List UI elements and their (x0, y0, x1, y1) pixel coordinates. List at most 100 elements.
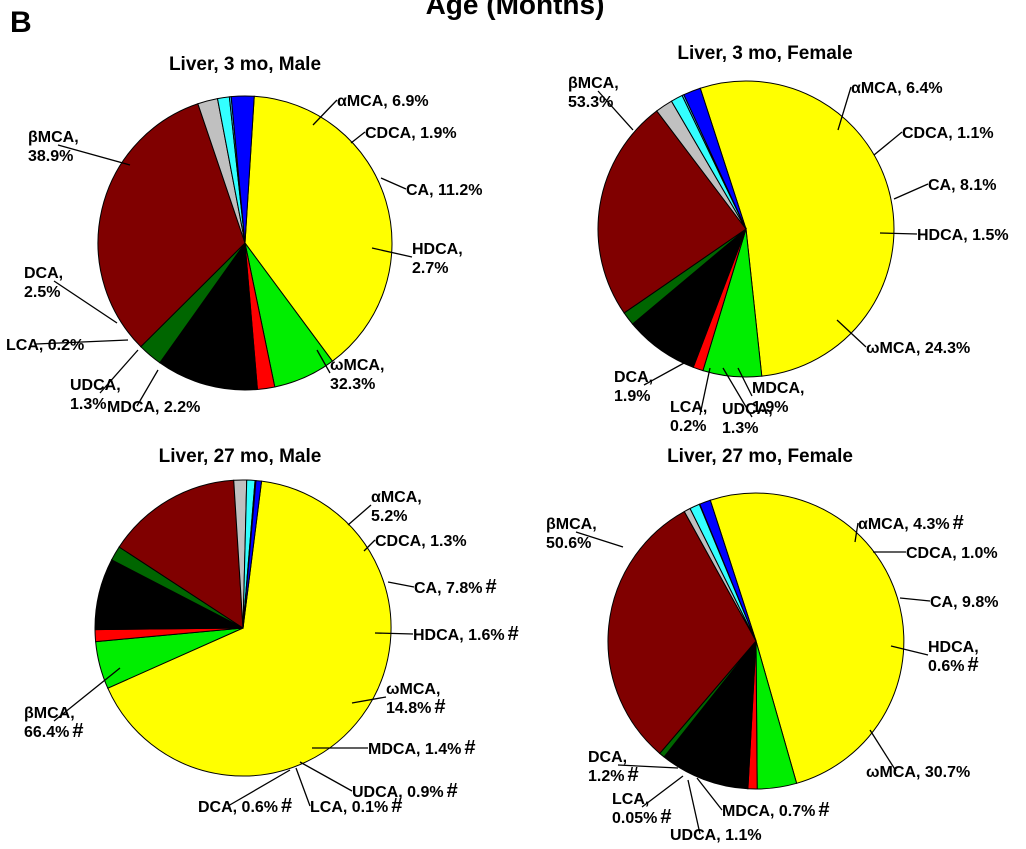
pie-slice-omegamca (597, 110, 747, 314)
slice-label-omegamca: ωMCA, 30.7% (866, 764, 970, 781)
slice-label-line: DCA, (24, 265, 63, 282)
slice-label-mdca: MDCA, 0.7% # (722, 799, 829, 821)
slice-label-mdca: MDCA, 1.9% (752, 380, 804, 416)
slice-label-line: MDCA, 1.4% # (368, 737, 475, 759)
leader-line-betamca (597, 90, 634, 131)
significance-mark: # (660, 806, 671, 828)
slice-label-dca: DCA, 1.2% # (588, 749, 639, 786)
slice-label-mdca: MDCA, 1.4% # (368, 737, 475, 759)
leader-line-dca (53, 280, 118, 324)
slice-label-line: 1.9% (752, 399, 788, 416)
leader-line-omegamca (869, 729, 897, 772)
slice-label-line: LCA, 0.1% # (310, 795, 402, 817)
slice-label-line: 2.5% (24, 284, 60, 301)
leader-line-dca (617, 764, 679, 769)
pie-slice-betamca (699, 80, 895, 377)
slice-label-alphamca: αMCA, 5.2% (371, 489, 422, 525)
leader-line-ca (893, 183, 929, 200)
leader-line-alphamca (854, 522, 859, 543)
slice-label-udca: UDCA, 1.3% (722, 401, 773, 437)
leader-line-hdca (879, 232, 918, 235)
pie-slice-omegamca (97, 103, 246, 348)
slice-label-lca: LCA, 0.1% # (310, 795, 402, 817)
leader-line-hdca (890, 645, 929, 656)
significance-mark: # (434, 696, 445, 718)
slice-label-line: CDCA, 1.0% (906, 545, 998, 562)
leader-line-alphamca (312, 99, 338, 126)
slice-label-line: αMCA, 6.9% (337, 93, 429, 110)
slice-label-betamca: βMCA, 66.4% # (24, 705, 84, 742)
leader-line-ca (899, 597, 931, 602)
slice-label-line: CA, 8.1% (928, 177, 996, 194)
slice-label-udca: UDCA, 1.1% (670, 827, 762, 844)
slice-label-line: MDCA, 0.7% # (722, 799, 829, 821)
slice-label-line: 66.4% # (24, 720, 84, 742)
slice-label-mdca: MDCA, 2.2% (107, 399, 200, 416)
leader-line-betamca (53, 667, 121, 722)
significance-mark: # (818, 799, 829, 821)
leader-line-lca (35, 339, 129, 345)
significance-mark: # (508, 623, 519, 645)
slice-label-cdca: CDCA, 1.1% (902, 125, 994, 142)
significance-mark: # (391, 795, 402, 817)
pie-slice-betamca (709, 492, 905, 784)
slice-label-line: CDCA, 1.3% (375, 533, 467, 550)
leader-line-lca (295, 767, 311, 807)
slice-label-line: 0.6% # (928, 654, 979, 676)
slice-label-line: 1.3% (722, 420, 758, 437)
pie-slice-dca (699, 499, 757, 642)
leader-line-omegamca (351, 696, 387, 704)
slice-label-line: 1.9% (614, 388, 650, 405)
slice-label-betamca: βMCA, 38.9% (28, 129, 79, 165)
slice-label-line: 2.7% (412, 260, 448, 277)
slice-label-line: ωMCA, (386, 681, 440, 698)
leader-line-mdca (696, 777, 723, 811)
pie-slice-ca (159, 241, 258, 391)
leader-line-udca (722, 367, 753, 418)
significance-mark: # (72, 720, 83, 742)
slice-label-line: βMCA, (568, 75, 619, 92)
leader-line-mdca (737, 367, 753, 397)
significance-mark: # (447, 780, 458, 802)
slice-label-cdca: CDCA, 1.3% (375, 533, 467, 550)
pie-slice-betamca (107, 480, 392, 777)
leader-line-cdca (873, 131, 903, 156)
slice-label-line: HDCA, 1.5% (917, 227, 1009, 244)
slice-label-line: αMCA, 4.3% # (858, 512, 964, 534)
slice-label-line: ωMCA, 30.7% (866, 764, 970, 781)
chart-title-27mo-female: Liver, 27 mo, Female (667, 446, 853, 467)
slice-label-line: MDCA, 2.2% (107, 399, 200, 416)
slice-label-hdca: HDCA, 0.6% # (928, 639, 979, 676)
slice-label-line: CDCA, 1.1% (902, 125, 994, 142)
slice-label-hdca: HDCA, 1.5% (917, 227, 1009, 244)
pie-27mo-male: βMCA, 66.4% # αMCA, 5.2% CDCA, 1.3% CA, 7.8% # H… (24, 479, 519, 817)
leader-line-betamca (57, 144, 131, 166)
slice-label-line: 38.9% (28, 148, 73, 165)
slice-label-line: DCA, (614, 369, 653, 386)
leader-line-betamca (575, 531, 624, 548)
slice-label-line: CA, 9.8% (930, 594, 998, 611)
slice-label-line: ωMCA, 24.3% (866, 340, 970, 357)
panel-letter: B (10, 6, 32, 39)
leader-line-cdca (363, 539, 376, 552)
chart-title-3mo-female: Liver, 3 mo, Female (677, 43, 852, 64)
slice-label-alphamca: αMCA, 4.3% # (858, 512, 964, 534)
slice-label-line: LCA, (612, 791, 649, 808)
chart-title-27mo-male: Liver, 27 mo, Male (159, 446, 322, 467)
significance-mark: # (281, 795, 292, 817)
slice-label-dca: DCA, 2.5% (24, 265, 63, 301)
slice-label-line: 1.2% # (588, 764, 639, 786)
leader-line-ca (387, 581, 415, 588)
slice-label-ca: CA, 7.8% # (414, 576, 497, 598)
slice-label-betamca: βMCA, 53.3% (568, 75, 619, 111)
slice-label-lca: LCA, 0.2% (670, 399, 707, 435)
slice-label-line: HDCA, (412, 241, 463, 258)
slice-label-line: MDCA, (752, 380, 804, 397)
slice-label-line: LCA, 0.2% (6, 337, 84, 354)
slice-label-omegamca: ωMCA, 32.3% (330, 357, 384, 393)
significance-mark: # (464, 737, 475, 759)
leader-line-dca (227, 769, 291, 807)
slice-label-line: UDCA, 1.1% (670, 827, 762, 844)
leader-line-mdca (136, 369, 159, 407)
